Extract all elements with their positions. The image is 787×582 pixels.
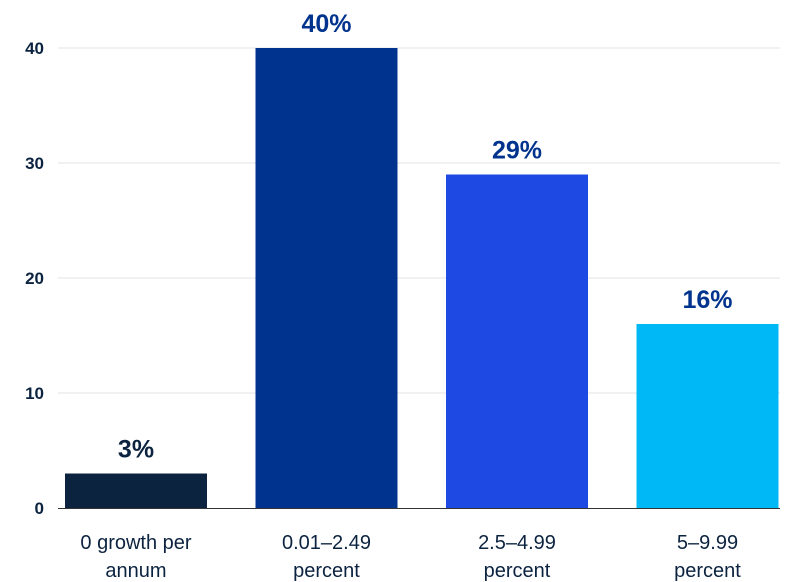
data-label: 29% [492,137,542,165]
bar [446,174,588,508]
data-label: 40% [301,10,351,38]
bar [255,48,398,508]
x-tick-label: 5–9.99 [677,532,738,554]
data-label: 3% [118,436,154,464]
data-labels: 3% 40% 29% 16% [118,10,733,464]
x-tick-label: 2.5–4.99 [478,532,556,554]
x-tick-label: percent [484,560,551,582]
x-tick-label: 0 growth per [80,532,192,554]
y-tick-label: 20 [25,269,44,288]
bars [65,48,779,508]
x-tick-label: percent [674,560,741,582]
x-tick-label: annum [105,560,166,582]
y-tick-label: 10 [25,384,44,403]
y-axis-ticks: 0 10 20 30 40 [25,39,44,518]
bar [65,473,207,508]
y-tick-label: 40 [25,39,44,58]
x-tick-label: 0.01–2.49 [282,532,371,554]
y-tick-label: 0 [35,499,44,518]
y-tick-label: 30 [25,154,44,173]
bar [636,324,779,508]
x-tick-label: percent [293,560,360,582]
x-axis-ticks: 0 growth per annum 0.01–2.49 percent 2.5–4.9… [80,532,741,582]
data-label: 16% [682,286,732,314]
